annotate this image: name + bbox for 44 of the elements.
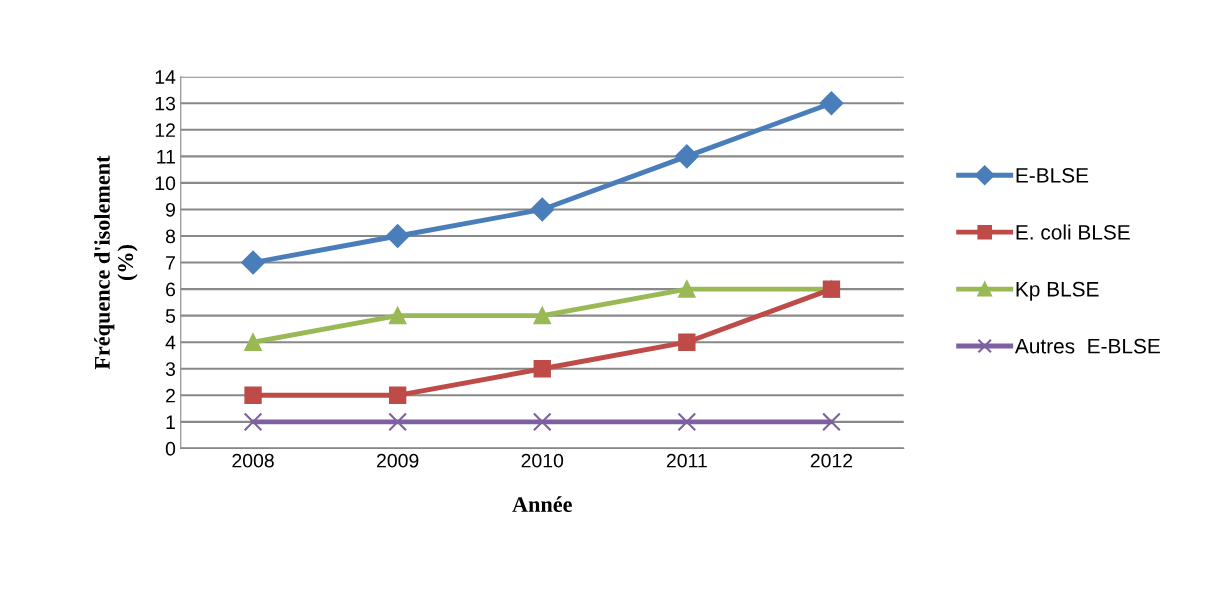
- legend-label: E. coli BLSE: [1016, 224, 1130, 240]
- point: [244, 386, 262, 404]
- point: [678, 333, 696, 351]
- y-tick-label: 6: [166, 282, 176, 297]
- x-axis-title: Année: [512, 496, 572, 513]
- y-axis-title: Fréquence d'isolement (%): [94, 155, 138, 370]
- point: [530, 197, 555, 222]
- y-tick-label: 10: [155, 176, 176, 191]
- x-tick-label: 2012: [810, 453, 853, 468]
- point: [385, 224, 410, 248]
- y-tick-label: 5: [165, 309, 176, 323]
- point: [678, 280, 696, 298]
- y-tick-label: 0: [165, 441, 176, 456]
- point: [388, 412, 408, 432]
- point: [388, 386, 407, 404]
- point: [819, 91, 844, 116]
- point: [532, 412, 552, 432]
- point: [533, 306, 551, 325]
- point: [243, 412, 263, 432]
- point: [677, 412, 697, 432]
- x-tick-label: 2011: [666, 453, 707, 468]
- y-tick-label: 9: [165, 202, 175, 217]
- y-tick-label: 11: [157, 150, 175, 164]
- y-tick-label: 3: [165, 362, 176, 376]
- x-tick-label: 2010: [521, 453, 564, 468]
- y-tick-label: 7: [166, 256, 175, 270]
- legend-label: Kp BLSE: [1016, 281, 1099, 301]
- y-tick-label: 1: [166, 415, 175, 429]
- y-tick-label: 2: [166, 388, 175, 403]
- point: [388, 306, 407, 325]
- legend-label: E-BLSE: [1016, 168, 1089, 183]
- x-tick-label: 2009: [377, 453, 419, 468]
- point: [244, 333, 262, 351]
- point: [822, 412, 841, 432]
- x-tick-label: 2008: [232, 453, 274, 468]
- y-tick-label: 8: [165, 229, 176, 244]
- y-tick-label: 13: [155, 96, 176, 111]
- point: [241, 250, 265, 275]
- point: [533, 360, 551, 378]
- y-tick-label: 12: [155, 123, 175, 137]
- y-tick-label: 4: [165, 335, 176, 350]
- y-tick-label: 14: [155, 70, 176, 84]
- legend-label: Autres E-BLSE: [1014, 338, 1160, 354]
- point: [675, 144, 699, 169]
